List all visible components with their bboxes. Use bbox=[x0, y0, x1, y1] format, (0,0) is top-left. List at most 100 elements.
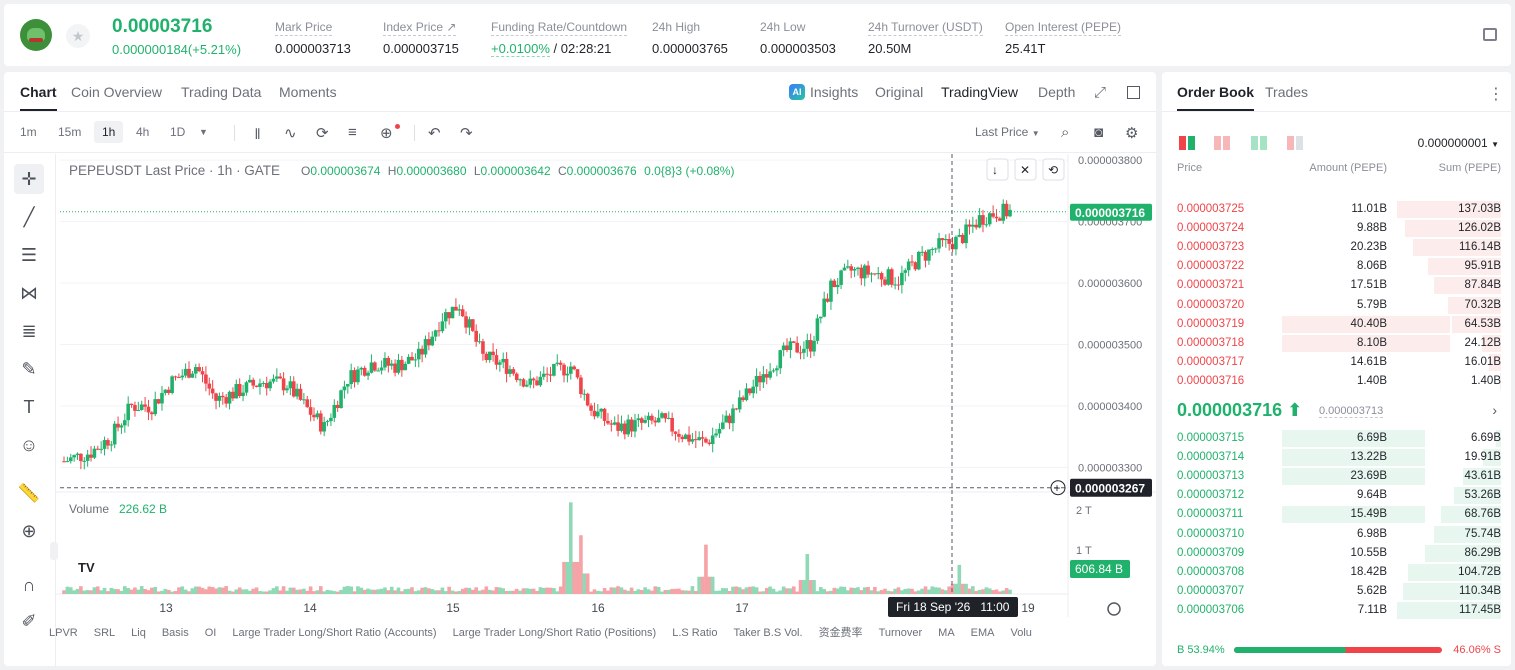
candle-type-icon[interactable]: 𝍪 bbox=[255, 126, 261, 143]
ask-row[interactable]: 0.000003718 8.10B 24.12B bbox=[1162, 334, 1511, 353]
settings-gear-icon[interactable]: ⚙ bbox=[1125, 125, 1139, 142]
indicator-7[interactable]: L.S Ratio bbox=[672, 627, 718, 639]
tab-moments[interactable]: Moments bbox=[279, 84, 337, 100]
view-bids-icon[interactable] bbox=[1251, 136, 1267, 150]
timeframe-1m[interactable]: 1m bbox=[20, 125, 37, 139]
sum-depth-bar bbox=[1488, 353, 1501, 371]
tab-trades[interactable]: Trades bbox=[1265, 84, 1309, 100]
stat-value: 20.50M bbox=[868, 41, 912, 56]
index-price-stat[interactable]: Index Price ↗ 0.000003715 bbox=[383, 18, 459, 56]
timeframe-dropdown-icon[interactable]: ▼ bbox=[199, 127, 208, 137]
volume-bar bbox=[835, 588, 840, 594]
ruler-tool-icon[interactable]: 📏 bbox=[17, 483, 41, 503]
reset-icon[interactable]: ⟲ bbox=[1048, 163, 1058, 177]
collapse-icon[interactable]: ✕ bbox=[1020, 163, 1030, 177]
ask-row[interactable]: 0.000003720 5.79B 70.32B bbox=[1162, 296, 1511, 315]
price-source-select[interactable]: Last Price ▼ bbox=[975, 125, 1040, 139]
indicators-icon[interactable]: ∿ bbox=[284, 125, 297, 142]
funding-rate-value[interactable]: +0.0100% bbox=[491, 41, 550, 57]
pattern-tool-icon[interactable]: ⋈ bbox=[20, 283, 38, 303]
crosshair-tool-icon[interactable]: ✛ bbox=[14, 164, 44, 194]
indicator-3[interactable]: Basis bbox=[161, 627, 189, 639]
tab-chart[interactable]: Chart bbox=[20, 84, 57, 111]
ask-row[interactable]: 0.000003722 8.06B 95.91B bbox=[1162, 257, 1511, 276]
timeframe-4h[interactable]: 4h bbox=[136, 125, 150, 139]
fibonacci-tool-icon[interactable]: ≣ bbox=[21, 321, 37, 341]
indicator-1[interactable]: SRL bbox=[93, 627, 116, 639]
indicator-0[interactable]: LPVR bbox=[49, 627, 78, 639]
compare-icon[interactable]: ⟳ bbox=[316, 125, 329, 142]
ask-row[interactable]: 0.000003725 11.01B 137.03B bbox=[1162, 200, 1511, 219]
bid-row[interactable]: 0.000003711 15.49B 68.76B bbox=[1162, 505, 1511, 524]
tab-order-book[interactable]: Order Book bbox=[1177, 84, 1255, 111]
indicator-8[interactable]: Taker B.S Vol. bbox=[733, 627, 803, 639]
stat-label: 24h Turnover (USDT) bbox=[868, 20, 983, 36]
ask-row[interactable]: 0.000003724 9.88B 126.02B bbox=[1162, 219, 1511, 238]
ask-row[interactable]: 0.000003723 20.23B 116.14B bbox=[1162, 238, 1511, 257]
indicator-11[interactable]: MA bbox=[938, 627, 955, 639]
candle-body bbox=[410, 356, 414, 361]
bid-row[interactable]: 0.000003712 9.64B 53.26B bbox=[1162, 486, 1511, 505]
volume-bar bbox=[494, 587, 499, 594]
window-icon[interactable] bbox=[1127, 86, 1140, 99]
view-compact-icon[interactable] bbox=[1287, 136, 1303, 150]
timeframe-1h[interactable]: 1h bbox=[94, 121, 124, 143]
add-indicator-icon[interactable]: ⊕ bbox=[380, 125, 393, 142]
fullscreen-icon[interactable]: ⤢ bbox=[1094, 84, 1107, 101]
more-menu-icon[interactable]: ⋮ bbox=[1488, 86, 1504, 103]
view-asks-icon[interactable] bbox=[1214, 136, 1230, 150]
bid-row[interactable]: 0.000003710 6.98B 75.74B bbox=[1162, 525, 1511, 544]
chevron-right-icon[interactable]: › bbox=[1492, 402, 1497, 418]
ask-row[interactable]: 0.000003721 17.51B 87.84B bbox=[1162, 276, 1511, 295]
volume-bar bbox=[430, 589, 435, 594]
zoom-in-tool-icon[interactable]: ⊕ bbox=[21, 521, 37, 541]
magnet-tool-icon[interactable]: ∩ bbox=[22, 575, 36, 595]
emoji-tool-icon[interactable]: ☺ bbox=[19, 435, 39, 455]
redo-icon[interactable]: ↷ bbox=[460, 125, 473, 142]
view-tradingview[interactable]: TradingView bbox=[941, 84, 1019, 100]
indicator-5[interactable]: Large Trader Long/Short Ratio (Accounts) bbox=[232, 627, 437, 639]
notebook-icon[interactable] bbox=[1483, 28, 1497, 41]
volume-bar bbox=[984, 587, 989, 594]
ask-row[interactable]: 0.000003719 40.40B 64.53B bbox=[1162, 315, 1511, 334]
indicator-9[interactable]: 资金费率 bbox=[818, 627, 863, 639]
undo-icon[interactable]: ↶ bbox=[428, 125, 441, 142]
bid-row[interactable]: 0.000003707 5.62B 110.34B bbox=[1162, 582, 1511, 601]
horizontal-lines-tool-icon[interactable]: ☰ bbox=[20, 245, 38, 265]
volume-bar bbox=[589, 591, 593, 594]
ask-row[interactable]: 0.000003717 14.61B 16.01B bbox=[1162, 353, 1511, 372]
bid-row[interactable]: 0.000003706 7.11B 117.45B bbox=[1162, 601, 1511, 620]
timeframe-15m[interactable]: 15m bbox=[58, 125, 82, 139]
templates-icon[interactable]: ≡ bbox=[348, 124, 357, 141]
indicator-6[interactable]: Large Trader Long/Short Ratio (Positions… bbox=[452, 627, 657, 639]
view-both-icon[interactable] bbox=[1179, 136, 1195, 150]
bid-row[interactable]: 0.000003713 23.69B 43.61B bbox=[1162, 467, 1511, 486]
indicator-12[interactable]: EMA bbox=[970, 627, 995, 639]
precision-select[interactable]: 0.000000001 ▼ bbox=[1417, 136, 1499, 150]
trend-line-tool-icon[interactable]: ╱ bbox=[23, 207, 35, 227]
indicator-4[interactable]: OI bbox=[204, 627, 217, 639]
insights-button[interactable]: Insights bbox=[810, 84, 859, 100]
pencil-lock-tool-icon[interactable]: ✐ bbox=[21, 611, 37, 631]
tab-coin-overview[interactable]: Coin Overview bbox=[71, 84, 163, 100]
indicator-10[interactable]: Turnover bbox=[878, 627, 923, 639]
view-depth[interactable]: Depth bbox=[1038, 84, 1076, 100]
bid-row[interactable]: 0.000003715 6.69B 6.69B bbox=[1162, 429, 1511, 448]
price-chart[interactable]: 0.0000038000.0000037000.0000036000.00000… bbox=[4, 72, 1156, 666]
search-icon[interactable]: ⌕ bbox=[1061, 124, 1070, 141]
bid-row[interactable]: 0.000003708 18.42B 104.72B bbox=[1162, 563, 1511, 582]
brush-tool-icon[interactable]: ✎ bbox=[21, 359, 37, 379]
sum-depth-bar bbox=[1447, 296, 1501, 314]
timeframe-1d[interactable]: 1D bbox=[170, 125, 186, 139]
text-tool-icon[interactable]: T bbox=[23, 397, 35, 417]
scroll-down-icon[interactable]: ↓ bbox=[992, 163, 998, 177]
favorite-star-icon[interactable]: ★ bbox=[66, 24, 90, 48]
bid-row[interactable]: 0.000003709 10.55B 86.29B bbox=[1162, 544, 1511, 563]
bid-row[interactable]: 0.000003714 13.22B 19.91B bbox=[1162, 448, 1511, 467]
indicator-13[interactable]: Volu bbox=[1010, 627, 1032, 639]
ask-row[interactable]: 0.000003716 1.40B 1.40B bbox=[1162, 372, 1511, 391]
tab-trading-data[interactable]: Trading Data bbox=[181, 84, 262, 100]
indicator-2[interactable]: Liq bbox=[131, 627, 146, 639]
view-original[interactable]: Original bbox=[875, 84, 924, 100]
camera-icon[interactable]: ◙ bbox=[1094, 124, 1104, 141]
